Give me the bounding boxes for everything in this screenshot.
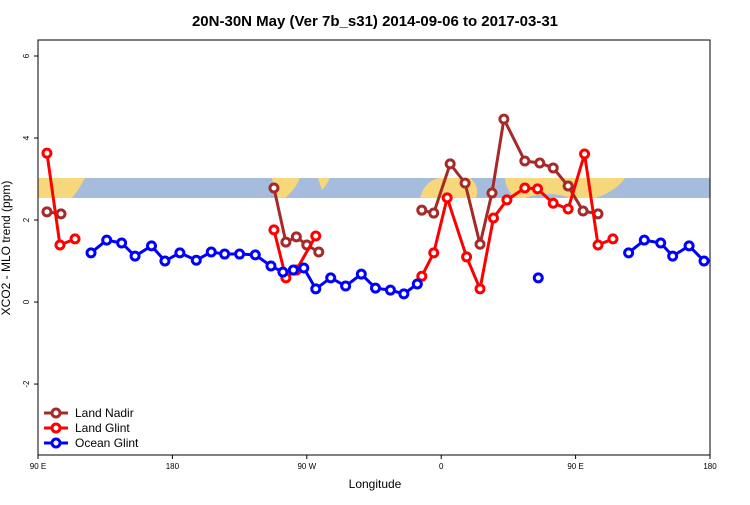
point bbox=[519, 155, 531, 167]
point bbox=[265, 260, 277, 272]
point bbox=[310, 230, 322, 242]
point bbox=[474, 238, 486, 250]
point bbox=[461, 251, 473, 263]
point bbox=[54, 239, 66, 251]
legend-marker bbox=[50, 422, 62, 434]
point bbox=[534, 157, 546, 169]
point bbox=[638, 234, 650, 246]
point bbox=[234, 248, 246, 260]
point bbox=[441, 192, 453, 204]
point bbox=[398, 288, 410, 300]
plot-frame bbox=[37, 39, 711, 456]
point bbox=[280, 236, 292, 248]
point bbox=[667, 250, 679, 262]
point bbox=[486, 187, 498, 199]
point bbox=[607, 233, 619, 245]
legend-marker bbox=[50, 407, 62, 419]
point bbox=[41, 206, 53, 218]
point bbox=[519, 182, 531, 194]
x-tick-label: 90 E bbox=[30, 462, 46, 471]
point bbox=[298, 262, 310, 274]
point bbox=[532, 272, 544, 284]
point bbox=[355, 268, 367, 280]
point bbox=[268, 224, 280, 236]
x-tick-label: 180 bbox=[166, 462, 180, 471]
point bbox=[310, 283, 322, 295]
x-tick-label: 180 bbox=[703, 462, 717, 471]
map-strip bbox=[38, 178, 710, 198]
point bbox=[501, 194, 513, 206]
y-tick-label: -2 bbox=[22, 380, 31, 388]
y-tick-label: 2 bbox=[22, 217, 31, 222]
point bbox=[592, 239, 604, 251]
point bbox=[416, 204, 428, 216]
point bbox=[498, 113, 510, 125]
y-tick-label: 0 bbox=[22, 299, 31, 304]
point bbox=[428, 247, 440, 259]
point bbox=[268, 182, 280, 194]
y-tick-label: 4 bbox=[22, 135, 31, 140]
x-tick-label: 90 W bbox=[297, 462, 316, 471]
point bbox=[290, 231, 302, 243]
legend-label: Land Glint bbox=[75, 421, 130, 435]
point bbox=[313, 246, 325, 258]
point bbox=[683, 240, 695, 252]
point bbox=[340, 280, 352, 292]
legend-label: Land Nadir bbox=[75, 406, 134, 420]
point bbox=[249, 249, 261, 261]
point bbox=[459, 177, 471, 189]
point bbox=[577, 205, 589, 217]
legend-marker bbox=[50, 437, 62, 449]
point bbox=[101, 234, 113, 246]
point bbox=[547, 197, 559, 209]
point bbox=[369, 282, 381, 294]
point bbox=[474, 283, 486, 295]
point bbox=[41, 147, 53, 159]
point bbox=[547, 162, 559, 174]
point bbox=[325, 272, 337, 284]
point bbox=[159, 255, 171, 267]
point bbox=[116, 237, 128, 249]
point bbox=[205, 246, 217, 258]
point bbox=[85, 247, 97, 259]
point bbox=[562, 180, 574, 192]
point bbox=[69, 233, 81, 245]
point bbox=[287, 264, 299, 276]
point bbox=[416, 270, 428, 282]
point bbox=[487, 212, 499, 224]
point bbox=[532, 183, 544, 195]
x-tick-label: 0 bbox=[439, 462, 444, 471]
point bbox=[219, 248, 231, 260]
point bbox=[411, 278, 423, 290]
point bbox=[428, 207, 440, 219]
chart-title: 20N-30N May (Ver 7b_s31) 2014-09-06 to 2… bbox=[192, 13, 558, 30]
point bbox=[190, 254, 202, 266]
point bbox=[623, 247, 635, 259]
point bbox=[562, 203, 574, 215]
point bbox=[655, 237, 667, 249]
point bbox=[277, 266, 289, 278]
point bbox=[145, 240, 157, 252]
point bbox=[129, 250, 141, 262]
point bbox=[384, 284, 396, 296]
point bbox=[698, 255, 710, 267]
point bbox=[579, 148, 591, 160]
y-tick-label: 6 bbox=[22, 53, 31, 58]
x-axis-label: Longitude bbox=[349, 477, 402, 491]
x-tick-label: 90 E bbox=[567, 462, 583, 471]
y-axis-label: XCO2 - MLO trend (ppm) bbox=[0, 181, 13, 316]
point bbox=[444, 158, 456, 170]
legend-label: Ocean Glint bbox=[75, 436, 139, 450]
point bbox=[55, 208, 67, 220]
point bbox=[174, 247, 186, 259]
